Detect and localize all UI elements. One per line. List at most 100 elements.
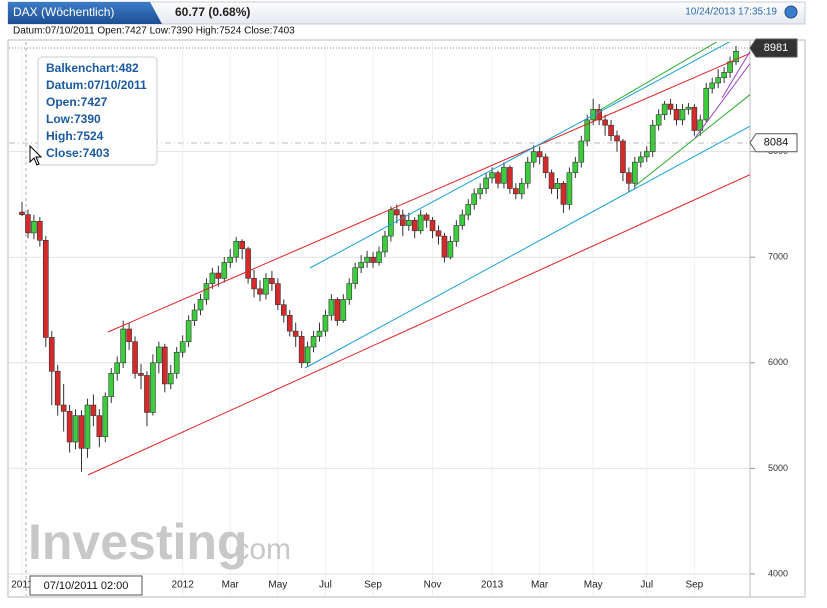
x-tick-label: Sep (685, 580, 703, 591)
candle-body (614, 135, 620, 142)
candle-body (637, 156, 644, 163)
candle-body (560, 182, 567, 205)
x-tick-label: 2011 (11, 580, 33, 591)
candle-body (655, 114, 662, 126)
tooltip-row: High:7524 (46, 129, 104, 143)
candle-body (132, 341, 138, 374)
candle-body (429, 219, 436, 232)
candle-body (399, 214, 406, 226)
tooltip-row: Open:7427 (46, 95, 108, 109)
candle-body (507, 167, 513, 189)
trend-line (634, 94, 750, 187)
candle-body (685, 106, 692, 110)
plot-frame (7, 39, 806, 598)
candle-body (25, 214, 31, 234)
candle-body (286, 314, 293, 332)
candle-body (447, 241, 454, 258)
candle-body (643, 151, 650, 158)
candle-body (417, 214, 424, 232)
candle-body (548, 172, 555, 189)
candle-body (31, 220, 37, 234)
candle-body (405, 219, 412, 226)
candle-body (48, 337, 55, 372)
candle-body (483, 177, 489, 189)
candle-body (322, 314, 329, 332)
cursor-date-box (29, 575, 143, 596)
watermark: Investing .com (28, 514, 291, 570)
candle-body (37, 220, 43, 241)
candle-body (126, 328, 132, 342)
candle-body (179, 341, 186, 353)
candle-body (536, 151, 543, 158)
candle-body (566, 172, 573, 205)
candle-body (667, 103, 674, 110)
settings-icon[interactable] (784, 5, 798, 19)
x-tick-label: Jul (640, 580, 653, 591)
candle-body (215, 272, 222, 279)
candle-body (477, 188, 483, 195)
candle-body (203, 283, 210, 300)
info-line: Datum:07/10/2011 Open:7427 Low:7390 High… (13, 26, 295, 37)
y-tick-label: 4000 (768, 568, 788, 578)
candle-body (530, 151, 537, 163)
candle-body (608, 124, 614, 137)
trend-line (87, 174, 750, 476)
candle-body (346, 283, 353, 300)
trend-lines (87, 42, 750, 476)
y-tick-label: 6000 (768, 357, 788, 367)
candle-body (620, 140, 626, 174)
candle-body (120, 328, 126, 364)
trend-line (694, 62, 750, 139)
candle-body (554, 182, 561, 189)
cursor-date: 07/10/2011 02:00 (44, 580, 129, 592)
candle-body (358, 262, 364, 269)
candle-body (435, 230, 442, 237)
candle-body (370, 256, 376, 263)
candle-body (673, 109, 680, 121)
x-tick-label: Mar (222, 580, 240, 591)
tooltip-row: Datum:07/10/2011 (46, 78, 147, 92)
candle-body (257, 288, 263, 295)
candle-body (66, 411, 73, 443)
candle-body (245, 248, 251, 279)
candle-body (108, 373, 115, 397)
candle-body (632, 161, 638, 184)
candle-body (352, 267, 359, 284)
candle-body (376, 251, 382, 263)
candle-body (138, 373, 144, 376)
candle-body (340, 299, 347, 321)
trend-line (304, 125, 750, 369)
candle-body (733, 50, 739, 63)
candle-body (239, 241, 245, 250)
candle-body (150, 362, 156, 413)
candle-body (102, 396, 109, 438)
candle-body (114, 362, 120, 374)
trend-line (721, 50, 750, 99)
candle-body (96, 415, 103, 438)
cursor (29, 144, 43, 166)
candle-body (54, 370, 61, 406)
tooltip-row: Balkenchart:482 (46, 61, 139, 75)
price-label: 8981 (764, 42, 788, 54)
candle-body (280, 304, 287, 316)
candle-body (298, 336, 305, 364)
trend-line (309, 42, 731, 269)
x-tick-label: May (584, 580, 603, 591)
candle-body (721, 72, 727, 78)
title-tab (8, 2, 162, 24)
candle-body (275, 283, 281, 306)
watermark-suffix: .com (226, 533, 291, 566)
x-tick-label: 2013 (481, 580, 504, 591)
candle-body (626, 172, 632, 184)
price-label-box (749, 38, 798, 58)
candle-body (578, 140, 585, 163)
candle-body (584, 119, 591, 142)
candle-body (649, 124, 656, 152)
candle-body (19, 211, 25, 215)
candle-body (542, 156, 549, 174)
change: 60.77 (0.68%) (175, 5, 250, 19)
candle-body (292, 330, 299, 337)
candle-body (715, 77, 721, 84)
candle-body (709, 82, 716, 89)
x-tick-label: Jul (319, 580, 332, 591)
